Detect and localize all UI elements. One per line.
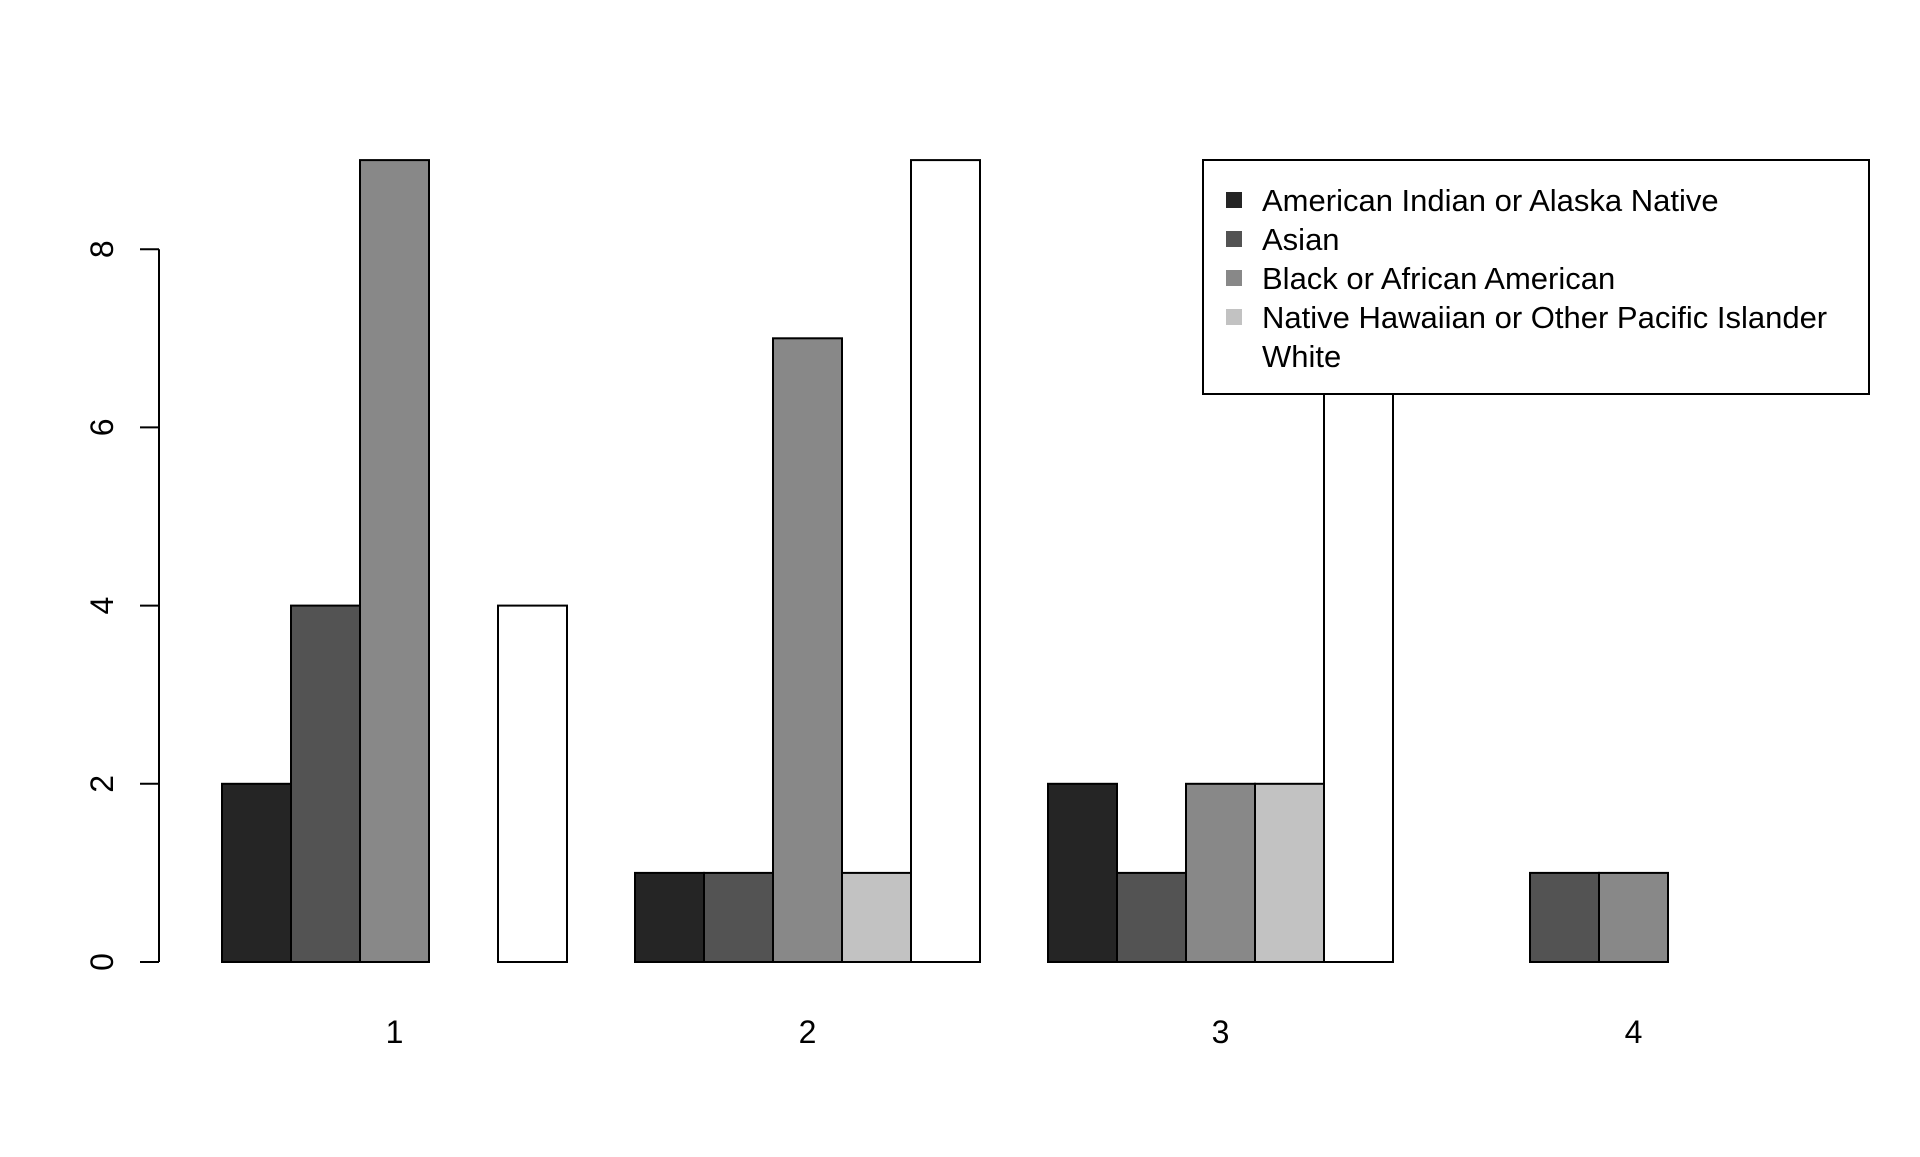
legend: American Indian or Alaska Native Asian Bla…: [1202, 159, 1870, 395]
bar-1-1: [221, 782, 292, 963]
bars-layer: [221, 159, 1669, 964]
legend-label: Asian: [1262, 222, 1340, 257]
y-tick-label: 2: [84, 775, 120, 793]
bar-4-2: [1529, 871, 1600, 964]
x-axis-labels: 1 2 3 4: [386, 1014, 1643, 1050]
bar-2-4: [841, 871, 912, 964]
legend-swatch: [1226, 309, 1242, 325]
bar-3-2: [1116, 871, 1187, 964]
legend-label: Black or African American: [1262, 261, 1615, 296]
bar-3-3: [1185, 782, 1256, 963]
y-tick-label: 6: [84, 419, 120, 437]
y-tick-label: 8: [84, 240, 120, 258]
y-tick-label: 0: [84, 953, 120, 971]
bar-1-2: [290, 604, 361, 963]
bar-2-2: [703, 871, 774, 964]
bar-3-1: [1047, 782, 1118, 963]
bar-2-5: [910, 159, 981, 964]
y-axis: 0 2 4 6 8: [84, 240, 160, 971]
legend-swatch: [1226, 231, 1242, 247]
bar-3-4: [1254, 782, 1325, 963]
bar-1-3: [359, 159, 430, 964]
legend-label: White: [1262, 339, 1341, 374]
legend-label: American Indian or Alaska Native: [1262, 183, 1719, 218]
legend-box: [1202, 159, 1870, 395]
x-tick-label: 3: [1212, 1014, 1230, 1050]
bar-1-5: [497, 604, 568, 963]
x-tick-label: 2: [799, 1014, 817, 1050]
bar-2-1: [634, 871, 705, 964]
y-tick-label: 4: [84, 597, 120, 615]
bar-4-3: [1598, 871, 1669, 964]
x-tick-label: 1: [386, 1014, 404, 1050]
legend-swatch: [1226, 192, 1242, 208]
legend-swatch: [1226, 270, 1242, 286]
legend-label: Native Hawaiian or Other Pacific Islande…: [1262, 300, 1827, 335]
x-tick-label: 4: [1625, 1014, 1643, 1050]
bar-2-3: [772, 337, 843, 963]
